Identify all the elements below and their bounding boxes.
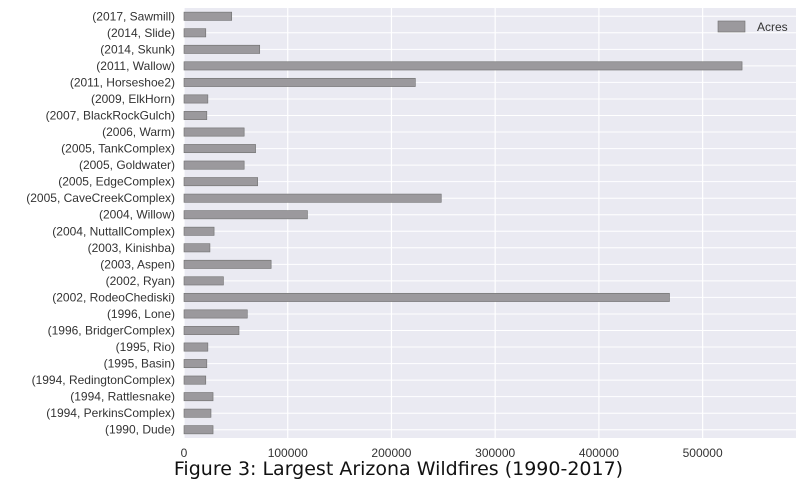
x-tick-label: 500000 <box>683 446 723 460</box>
y-tick-label: (2006, Warm) <box>102 125 175 139</box>
y-tick-label: (2014, Skunk) <box>100 42 175 56</box>
y-tick-label: (2005, CaveCreekComplex) <box>26 191 175 205</box>
y-tick-label: (2005, EdgeComplex) <box>58 175 175 189</box>
bar <box>183 61 743 71</box>
bar <box>183 44 261 54</box>
bar <box>183 193 442 203</box>
y-tick-label: (2003, Aspen) <box>100 257 175 271</box>
y-tick-label: (1994, Rattlesnake) <box>70 390 175 404</box>
bar <box>183 243 211 253</box>
y-tick-label: (2002, Ryan) <box>106 274 175 288</box>
y-tick-label: (1990, Dude) <box>105 423 175 437</box>
y-tick-label: (1996, BridgerComplex) <box>48 324 175 338</box>
legend-swatch <box>717 20 746 33</box>
bar <box>183 144 256 154</box>
legend: Acres <box>717 20 788 34</box>
bar <box>183 77 416 87</box>
y-tick-label: (2004, Willow) <box>99 208 175 222</box>
y-tick-label: (1996, Lone) <box>107 307 175 321</box>
bar <box>183 342 209 352</box>
bar <box>183 326 240 335</box>
bar <box>183 127 245 137</box>
legend-label: Acres <box>757 20 788 34</box>
bar <box>183 292 670 302</box>
y-tick-label: (1994, RedingtonComplex) <box>32 373 175 387</box>
x-tick-labels: 0 100000 200000 300000 400000 500000 <box>181 446 723 460</box>
bar <box>183 359 208 369</box>
bar <box>183 177 258 187</box>
y-tick-label: (2011, Wallow) <box>96 59 175 73</box>
bar <box>183 408 212 418</box>
bars <box>183 11 743 435</box>
bar <box>183 392 214 402</box>
bar <box>183 259 272 269</box>
bar <box>183 425 214 435</box>
y-tick-label: (2002, RodeoChediski) <box>52 290 175 304</box>
y-tick-label: (2005, TankComplex) <box>61 142 175 156</box>
bar <box>183 309 248 319</box>
y-tick-label: (1995, Rio) <box>116 340 175 354</box>
x-tick-label: 200000 <box>371 446 411 460</box>
y-tick-label: (1994, PerkinsComplex) <box>46 406 175 420</box>
bar <box>183 94 209 104</box>
bar <box>183 210 308 220</box>
plot-background <box>184 8 796 438</box>
bar <box>183 111 208 120</box>
y-tick-label: (2007, BlackRockGulch) <box>46 109 175 123</box>
bar <box>183 276 224 286</box>
x-tick-label: 400000 <box>579 446 619 460</box>
bar <box>183 160 245 170</box>
y-tick-label: (2004, NuttallComplex) <box>52 224 175 238</box>
y-tick-label: (2011, Horseshoe2) <box>70 75 175 89</box>
y-tick-label: (2014, Slide) <box>107 26 175 40</box>
y-tick-labels: (2017, Sawmill) (2014, Slide) (2014, Skunk… <box>26 9 175 436</box>
y-tick-label: (2005, Goldwater) <box>79 158 175 172</box>
y-tick-label: (1995, Basin) <box>104 357 175 371</box>
bar <box>183 11 233 21</box>
x-tick-label: 0 <box>181 446 188 460</box>
gridlines <box>183 8 796 438</box>
bar <box>183 375 207 385</box>
y-tick-label: (2003, Kinishba) <box>88 241 175 255</box>
x-tick-label: 100000 <box>268 446 308 460</box>
x-tick-label: 300000 <box>475 446 515 460</box>
y-tick-label: (2017, Sawmill) <box>92 9 175 23</box>
bar <box>183 226 215 236</box>
bar <box>183 28 207 38</box>
y-tick-label: (2009, ElkHorn) <box>91 92 175 106</box>
figure-caption: Figure 3: Largest Arizona Wildfires (199… <box>173 458 624 480</box>
